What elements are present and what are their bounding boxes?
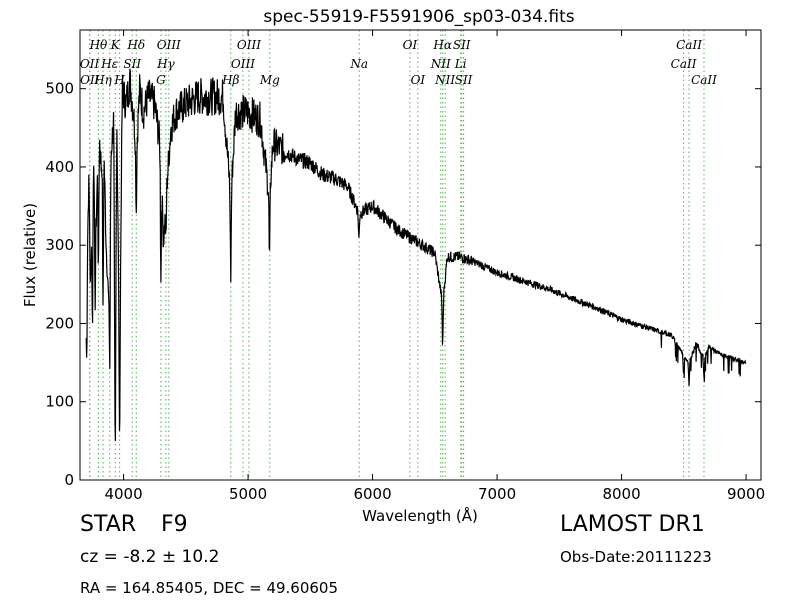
line-label: OII xyxy=(80,73,100,87)
line-label: Mg xyxy=(259,73,280,87)
line-label: NII xyxy=(434,73,455,87)
line-label: Hη xyxy=(93,73,112,87)
line-label: OI xyxy=(411,73,426,87)
redshift-label: cz = -8.2 ± 10.2 xyxy=(80,547,220,567)
line-label: SII xyxy=(123,57,141,71)
object-class: STAR F9 xyxy=(80,512,188,537)
chart-title: spec-55919-F5591906_sp03-034.fits xyxy=(263,7,574,27)
line-label: OIII xyxy=(231,57,255,71)
line-label: Hγ xyxy=(156,57,175,71)
line-label: K xyxy=(110,38,121,52)
y-axis-ticks: 0 100 200 300 400 500 xyxy=(45,80,761,489)
x-tick-label: 7000 xyxy=(478,485,516,503)
line-label: OI xyxy=(403,38,418,52)
y-axis-label: Flux (relative) xyxy=(21,203,39,307)
line-label: Li xyxy=(454,57,467,71)
line-label: SII xyxy=(453,38,471,52)
x-tick-label: 9000 xyxy=(727,485,765,503)
y-tick-label: 0 xyxy=(64,471,74,489)
x-tick-label: 6000 xyxy=(353,485,391,503)
coordinates-label: RA = 164.85405, DEC = 49.60605 xyxy=(80,579,339,597)
line-label: Hδ xyxy=(126,38,145,52)
y-tick-label: 500 xyxy=(45,80,74,98)
line-label: Hβ xyxy=(221,73,239,87)
line-label: CaII xyxy=(691,73,717,87)
survey-label: LAMOST DR1 xyxy=(560,512,705,537)
line-label: Hε xyxy=(100,57,118,71)
class-label: STAR xyxy=(80,512,137,537)
spectrum-line xyxy=(85,68,747,441)
x-tick-label: 4000 xyxy=(104,485,142,503)
line-label: G xyxy=(156,73,166,87)
emission-line-markers xyxy=(89,30,705,480)
x-axis-ticks: 4000 5000 6000 7000 8000 9000 xyxy=(104,30,765,503)
x-tick-label: 8000 xyxy=(602,485,640,503)
y-tick-label: 100 xyxy=(45,393,74,411)
x-tick-label: 5000 xyxy=(229,485,267,503)
obs-date-label: Obs-Date:20111223 xyxy=(560,548,712,566)
subclass-label: F9 xyxy=(161,512,188,537)
plot-frame xyxy=(79,29,762,481)
y-tick-label: 300 xyxy=(45,236,74,254)
line-label: SII xyxy=(455,73,473,87)
line-label: OII xyxy=(80,57,100,71)
line-label: Hθ xyxy=(89,38,108,52)
y-tick-label: 200 xyxy=(45,314,74,332)
line-label: CaII xyxy=(671,57,697,71)
line-label: Hα xyxy=(432,38,452,52)
line-label: OIII xyxy=(237,38,261,52)
x-axis-label: Wavelength (Å) xyxy=(362,506,478,525)
line-label: Na xyxy=(349,57,368,71)
line-label: CaII xyxy=(676,38,702,52)
line-label: OIII xyxy=(157,38,181,52)
emission-line-labels: OIIOIIHθHηHεKHSIIHδGHγOIIIHβOIIIOIIIMgNa… xyxy=(80,38,717,87)
line-label: NII xyxy=(430,57,451,71)
y-tick-label: 400 xyxy=(45,158,74,176)
